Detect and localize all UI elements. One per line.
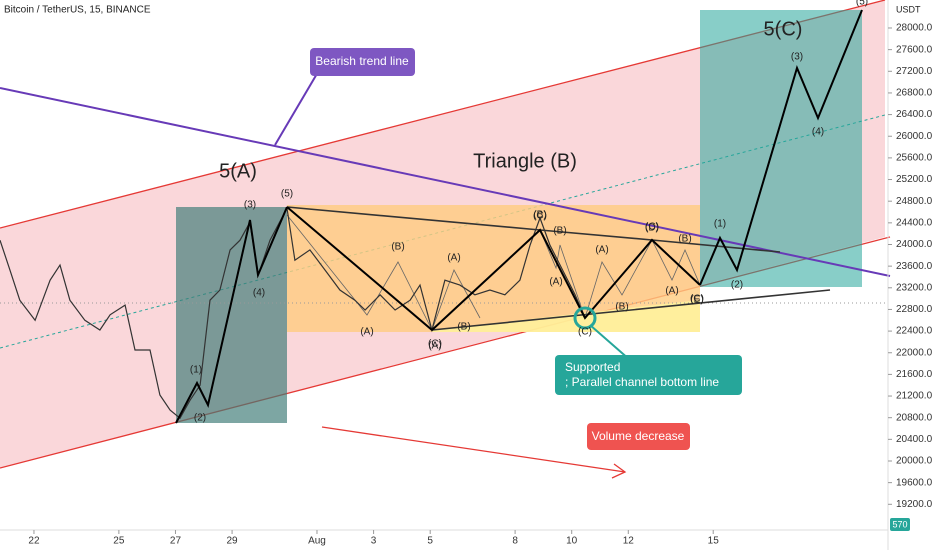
callout-text: Supported (565, 360, 620, 374)
y-tick-label: 26400.00 (896, 109, 932, 120)
y-tick-label: 24800.00 (896, 196, 932, 207)
wave-label: (5) (281, 189, 293, 200)
chart-title: Bitcoin / TetherUS, 15, BINANCE (4, 5, 151, 16)
x-tick-label: 3 (371, 536, 377, 547)
y-tick-label: 27200.00 (896, 66, 932, 77)
series-layer (0, 206, 586, 420)
y-tick-label: 26800.00 (896, 88, 932, 99)
y-tick-label: 20800.00 (896, 412, 932, 423)
wave-label: (A) (360, 327, 373, 338)
wave-a (175, 206, 288, 424)
x-tick-label: 25 (113, 536, 125, 547)
x-tick-label: 12 (623, 536, 635, 547)
wave-label: (3) (244, 200, 256, 211)
callout-text: Bearish trend line (315, 54, 409, 68)
y-tick-label: 21600.00 (896, 369, 932, 380)
y-tick-label: 19200.00 (896, 499, 932, 510)
wave-c (699, 9, 863, 286)
wave-b (286, 206, 701, 332)
wave-label: (A) (595, 245, 608, 256)
wave-label: (A) (447, 253, 460, 264)
support-circle (573, 306, 597, 330)
wave-label: (D) (645, 223, 659, 234)
wave-title: 5(C) (764, 18, 803, 40)
y-tick-label: 22000.00 (896, 347, 932, 358)
y-tick-label: 19600.00 (896, 477, 932, 488)
y-tick-label: 25200.00 (896, 174, 932, 185)
volume-arrow-head (611, 463, 627, 479)
y-tick-label: 25600.00 (896, 153, 932, 164)
wave-label: (B) (457, 322, 470, 333)
axes: 19200.00 19600.00 20000.00 20400.00 20800.00… (28, 23, 932, 547)
wave-label: (C) (645, 222, 659, 233)
y-tick-label: 20000.00 (896, 456, 932, 467)
wave-title: 5(A) (219, 160, 257, 182)
wave-label: (2) (194, 413, 206, 424)
y-tick-label: 22800.00 (896, 304, 932, 315)
wave-label: (A) (428, 341, 441, 352)
wave-label: (5) (856, 0, 868, 8)
callout-text: Volume decrease (592, 429, 685, 443)
y-tick-label: 27600.00 (896, 44, 932, 55)
wave-label: (B) (553, 226, 566, 237)
wave-label: (B) (533, 210, 546, 221)
x-tick-label: 22 (28, 536, 40, 547)
sub-wave (286, 214, 481, 332)
volume-arrow (321, 426, 626, 473)
wave-label: (B) (391, 242, 404, 253)
y-axis-label: USDT (896, 4, 921, 14)
volume-badge (890, 518, 910, 531)
y-tick-label: 23600.00 (896, 261, 932, 272)
x-tick-label: 8 (512, 536, 518, 547)
x-tick-label: 15 (708, 536, 720, 547)
wave-title: Triangle (B) (473, 150, 577, 172)
wave-label: (A) (665, 286, 678, 297)
y-tick-label: 22400.00 (896, 326, 932, 337)
wave-label: (1) (190, 365, 202, 376)
wave-label: (2) (731, 280, 743, 291)
price-line (0, 206, 586, 420)
bearish-trend-line (0, 87, 891, 277)
x-tick-label: 29 (227, 536, 239, 547)
wave-label: (C) (578, 327, 592, 338)
wave-label: (A) (549, 277, 562, 288)
annotations: 5(A) Triangle (B) 5(C) (5) (3) (4) (1) (2) (A) (B… (190, 0, 868, 424)
y-tick-label: 20400.00 (896, 434, 932, 445)
x-tick-label: Aug (308, 536, 326, 547)
wave-label: (3) (791, 52, 803, 63)
callout-pointer (589, 324, 631, 361)
y-tick-label: 24000.00 (896, 239, 932, 250)
x-tick-label: 10 (566, 536, 578, 547)
callout-box (310, 48, 415, 76)
callout-text: ; Parallel channel bottom line (565, 375, 719, 389)
y-tick-label: 23200.00 (896, 282, 932, 293)
wave-label: (C) (533, 211, 547, 222)
volume-badge-text: 570 (892, 519, 907, 529)
x-tick-label: 5 (427, 536, 433, 547)
callout-pointer (274, 71, 319, 146)
callout-box (555, 355, 742, 395)
wave-label: (4) (812, 127, 824, 138)
y-tick-label: 21200.00 (896, 391, 932, 402)
wave-label: (C) (428, 339, 442, 350)
wave-label: (B) (678, 234, 691, 245)
y-tick-label: 26000.00 (896, 131, 932, 142)
x-tick-label: 27 (170, 536, 182, 547)
y-tick-label: 28000.00 (896, 23, 932, 34)
y-tick-label: 24400.00 (896, 217, 932, 228)
wave-label: (B) (615, 302, 628, 313)
callout-box (587, 423, 690, 450)
wave-label: (E) (690, 295, 703, 306)
wave-label: (1) (714, 219, 726, 230)
triangle-bottom (431, 289, 831, 331)
wave-label: (C) (690, 294, 704, 305)
wave-label: (4) (253, 288, 265, 299)
